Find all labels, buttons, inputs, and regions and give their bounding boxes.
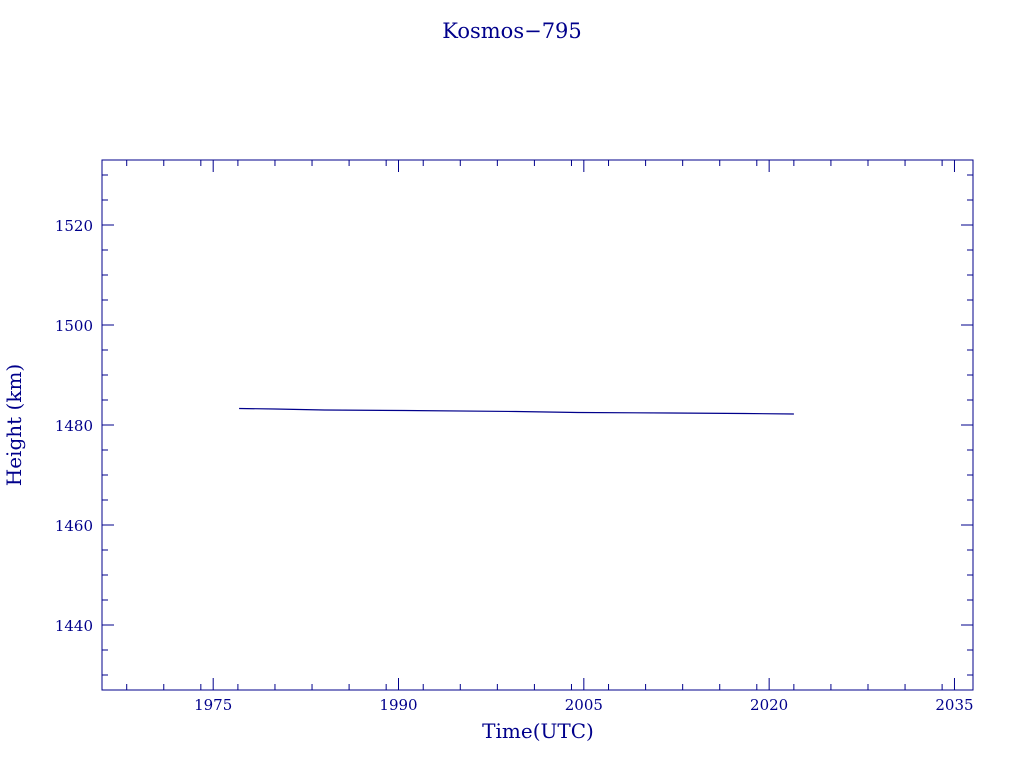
x-tick-label: 1975 <box>194 696 232 714</box>
x-axis-tick-labels: 1975 1990 2005 2020 2035 <box>194 696 973 714</box>
y-tick-label: 1500 <box>55 317 93 335</box>
y-axis-ticks <box>102 174 973 676</box>
x-tick-label: 2035 <box>935 696 973 714</box>
y-tick-label: 1460 <box>55 517 93 535</box>
series-line <box>239 407 794 415</box>
y-axis-label: Height (km) <box>2 364 26 486</box>
x-tick-label: 1990 <box>379 696 417 714</box>
x-axis-ticks <box>126 160 955 690</box>
plot-frame <box>101 159 974 691</box>
y-axis-tick-labels: 1440 1460 1480 1500 1520 <box>55 217 93 635</box>
y-tick-label: 1520 <box>55 217 93 235</box>
x-tick-label: 2020 <box>750 696 788 714</box>
series-group <box>239 407 794 415</box>
chart-title: Kosmos−795 <box>442 19 582 43</box>
y-tick-label: 1440 <box>55 617 93 635</box>
x-axis-label: Time(UTC) <box>482 719 594 743</box>
x-tick-label: 2005 <box>565 696 603 714</box>
y-tick-label: 1480 <box>55 417 93 435</box>
